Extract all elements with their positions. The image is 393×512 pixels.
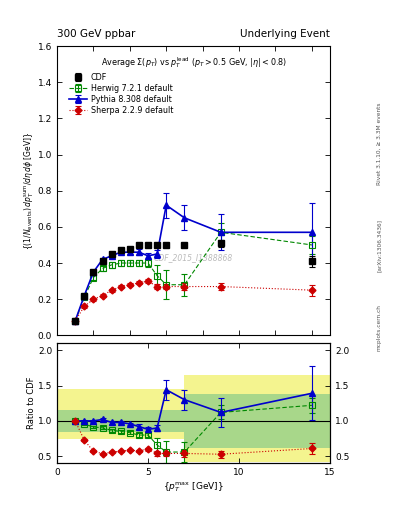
Y-axis label: Ratio to CDF: Ratio to CDF	[28, 377, 37, 430]
Bar	[184, 375, 330, 462]
Text: CDF_2015_I1388868: CDF_2015_I1388868	[154, 253, 233, 262]
X-axis label: $\{p_T^{\mathrm{max}}$ [GeV]$\}$: $\{p_T^{\mathrm{max}}$ [GeV]$\}$	[163, 480, 224, 494]
Text: Average $\Sigma(p_T)$ vs $p_T^{\mathrm{lead}}$ $(p_T > 0.5$ GeV, $|\eta| < 0.8)$: Average $\Sigma(p_T)$ vs $p_T^{\mathrm{l…	[101, 55, 286, 70]
Text: Underlying Event: Underlying Event	[240, 29, 330, 39]
Bar	[57, 389, 184, 439]
Text: Rivet 3.1.10, ≥ 3.3M events: Rivet 3.1.10, ≥ 3.3M events	[377, 102, 382, 185]
Text: mcplots.cern.ch: mcplots.cern.ch	[377, 304, 382, 351]
Bar	[57, 410, 184, 432]
Bar	[184, 394, 330, 448]
Text: [arXiv:1306.3436]: [arXiv:1306.3436]	[377, 219, 382, 272]
Legend: CDF, Herwig 7.2.1 default, Pythia 8.308 default, Sherpa 2.2.9 default: CDF, Herwig 7.2.1 default, Pythia 8.308 …	[66, 70, 175, 117]
Text: 300 GeV ppbar: 300 GeV ppbar	[57, 29, 135, 39]
Y-axis label: $\{(1/N_{\mathrm{events}})\, dp_T^{\mathrm{sum}}/d\eta\, d\phi$ [GeV]$\}$: $\{(1/N_{\mathrm{events}})\, dp_T^{\math…	[23, 132, 37, 250]
